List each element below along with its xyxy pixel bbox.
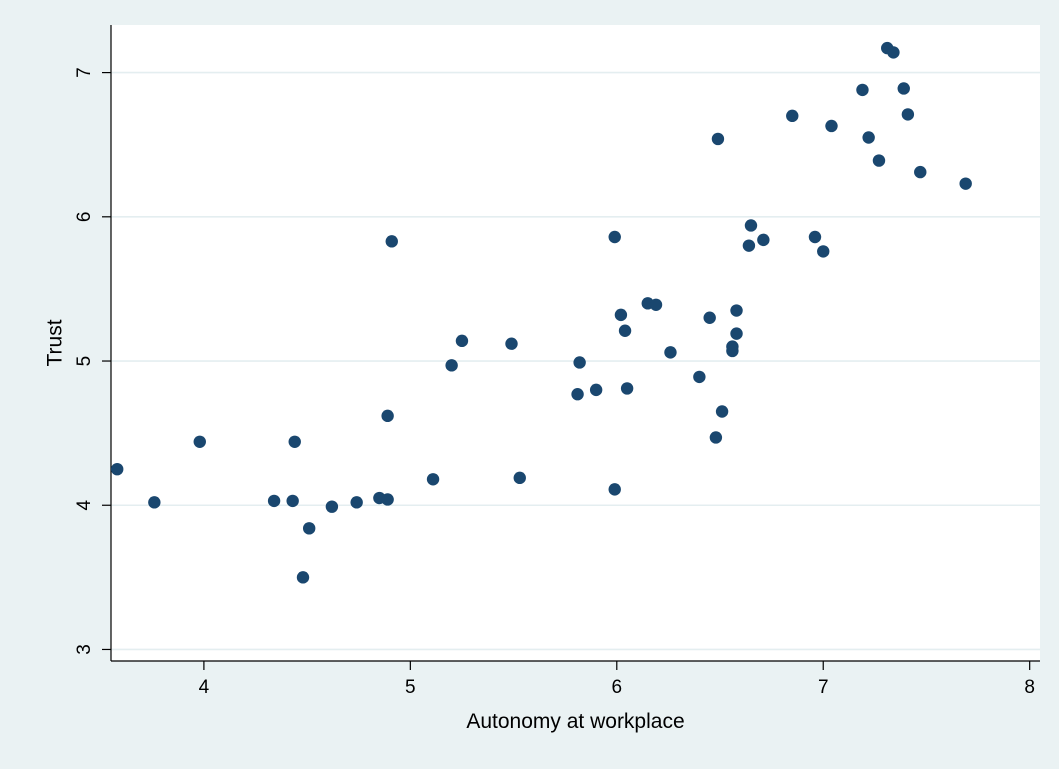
data-point: [267, 494, 281, 508]
x-axis-title: Autonomy at workplace: [466, 710, 684, 733]
y-tick-label: 7: [74, 67, 95, 78]
data-point: [426, 473, 440, 486]
x-tick-label: 5: [405, 677, 416, 698]
x-tick-label: 7: [818, 677, 829, 698]
y-axis-title: Trust: [44, 319, 67, 366]
data-point: [897, 82, 910, 95]
plot-area: [111, 25, 1040, 661]
data-point: [959, 177, 972, 190]
data-point: [573, 356, 586, 369]
y-tick-label: 3: [74, 644, 95, 655]
data-point: [715, 405, 729, 418]
data-point: [513, 471, 526, 485]
data-point: [693, 370, 706, 384]
data-point: [110, 462, 124, 476]
data-point: [914, 165, 927, 179]
data-point: [608, 230, 621, 244]
data-point: [381, 493, 394, 506]
data-point: [571, 387, 584, 401]
y-tick-label: 5: [74, 356, 95, 367]
data-point: [325, 500, 339, 513]
axes: 3 4 5 6 7 4 5 6 7 8: [74, 25, 1040, 698]
data-point: [296, 571, 310, 584]
data-point: [730, 304, 743, 317]
y-tick-label: 4: [74, 500, 95, 511]
data-point: [614, 308, 628, 322]
data-point: [148, 496, 161, 509]
data-point: [742, 239, 756, 252]
data-point: [887, 46, 900, 59]
data-point: [445, 359, 458, 372]
data-point: [350, 496, 363, 509]
data-point: [649, 298, 663, 311]
data-point: [817, 245, 830, 258]
data-point: [825, 119, 838, 133]
data-point: [620, 382, 634, 395]
data-point: [808, 230, 822, 244]
data-point: [856, 83, 869, 97]
data-point: [901, 108, 915, 121]
data-point: [193, 435, 206, 448]
data-points: [110, 41, 972, 584]
data-point: [726, 344, 739, 358]
x-tick-label: 6: [611, 677, 622, 698]
data-point: [589, 383, 603, 397]
data-point: [703, 311, 716, 324]
x-tick-label: 8: [1024, 677, 1035, 698]
data-point: [862, 131, 875, 144]
data-point: [302, 522, 316, 535]
data-point: [455, 334, 469, 348]
data-point: [664, 346, 677, 359]
data-point: [711, 132, 725, 146]
x-tick-label: 4: [199, 677, 210, 698]
data-point: [618, 324, 632, 337]
data-point: [730, 327, 743, 340]
y-tick-label: 6: [74, 212, 95, 223]
data-point: [505, 337, 518, 350]
data-point: [286, 494, 299, 508]
data-point: [288, 435, 301, 448]
data-point: [786, 109, 799, 123]
data-point: [744, 219, 758, 232]
data-point: [709, 431, 723, 444]
data-point: [381, 409, 394, 423]
data-point: [757, 233, 770, 247]
data-point: [872, 154, 886, 167]
data-point: [385, 235, 398, 248]
data-point: [608, 483, 621, 496]
